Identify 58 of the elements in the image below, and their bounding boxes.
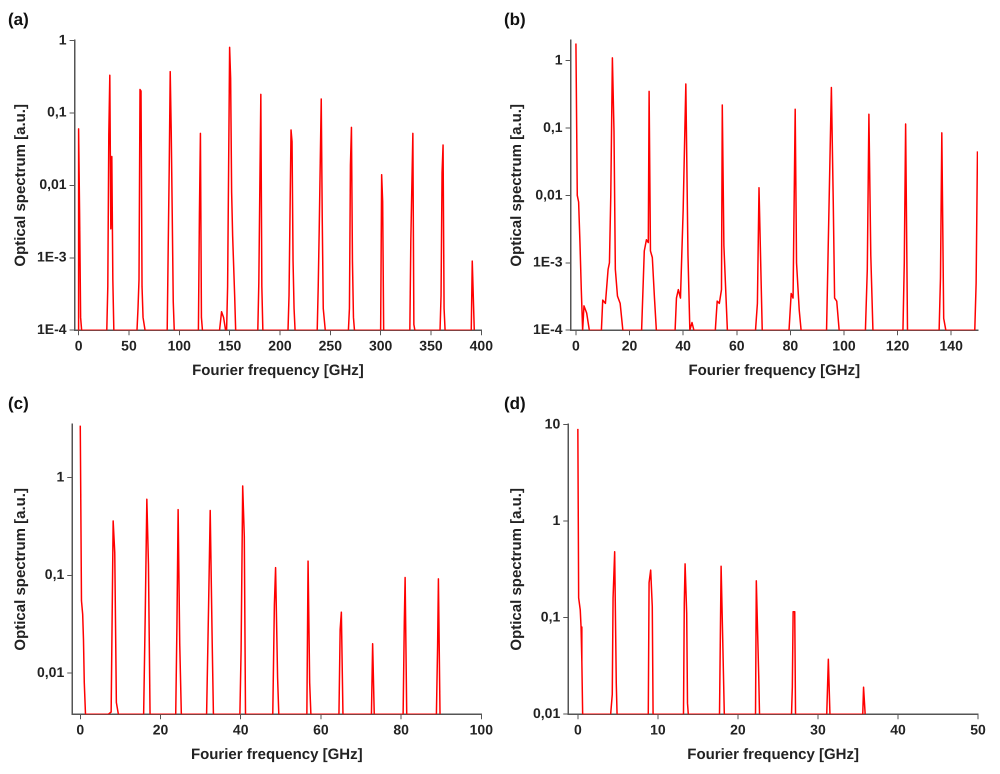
y-axis-title: Optical spectrum [a.u.]	[508, 488, 526, 651]
x-tick-label: 300	[368, 337, 393, 354]
chart-title: (d)	[504, 394, 526, 413]
chart-title: (a)	[8, 10, 29, 29]
y-tick-label: 1	[554, 52, 563, 68]
x-tick-label: 50	[121, 337, 137, 354]
chart-title: (c)	[8, 394, 29, 413]
y-tick-label: 10	[544, 415, 560, 432]
x-axis-title: Fourier frequency [GHz]	[190, 746, 363, 764]
chart-title: (b)	[504, 10, 526, 29]
x-tick-label: 20	[152, 721, 168, 738]
x-axis-title: Fourier frequency [GHz]	[688, 362, 860, 380]
x-tick-label: 60	[728, 337, 745, 354]
x-tick-label: 0	[574, 721, 582, 738]
x-tick-label: 350	[419, 337, 443, 354]
y-tick-label: 0,1	[47, 104, 67, 120]
x-tick-label: 20	[730, 721, 746, 738]
y-axis-title: Optical spectrum [a.u.]	[508, 104, 526, 267]
y-tick-label: 1	[56, 468, 64, 484]
y-tick-label: 0,01	[535, 186, 563, 202]
x-axis-title: Fourier frequency [GHz]	[192, 362, 364, 380]
x-tick-label: 20	[622, 337, 638, 354]
y-tick-label: 1E-3	[36, 248, 67, 265]
x-tick-label: 120	[886, 337, 910, 354]
x-tick-label: 0	[76, 721, 84, 738]
x-tick-label: 400	[470, 337, 494, 354]
y-tick-label: 0,01	[39, 176, 67, 192]
y-tick-label: 0,1	[44, 566, 64, 582]
x-tick-label: 0	[572, 337, 580, 354]
y-tick-label: 0,01	[37, 664, 64, 680]
x-tick-label: 80	[393, 721, 410, 738]
y-tick-label: 1	[58, 31, 67, 48]
x-tick-label: 100	[470, 721, 494, 738]
x-tick-label: 0	[74, 337, 83, 354]
x-tick-label: 140	[940, 337, 964, 354]
x-tick-label: 40	[232, 721, 249, 738]
x-tick-label: 40	[890, 721, 906, 738]
x-tick-label: 60	[313, 721, 329, 738]
y-tick-label: 0,01	[533, 705, 560, 722]
x-tick-label: 150	[218, 337, 242, 354]
x-tick-label: 100	[168, 337, 192, 354]
x-tick-label: 30	[810, 721, 826, 738]
y-axis-title: Optical spectrum [a.u.]	[12, 488, 30, 651]
y-tick-label: 1E-3	[532, 254, 563, 270]
y-tick-label: 1E-4	[532, 321, 563, 338]
x-tick-label: 200	[268, 337, 292, 354]
y-tick-label: 1E-4	[36, 321, 67, 338]
x-tick-label: 100	[832, 337, 856, 354]
y-tick-label: 0,1	[540, 608, 560, 624]
y-tick-label: 1	[552, 512, 560, 528]
x-tick-label: 80	[782, 337, 798, 354]
y-tick-label: 0,1	[543, 118, 563, 135]
x-axis-title: Fourier frequency [GHz]	[687, 746, 859, 764]
x-tick-label: 10	[650, 721, 666, 738]
y-axis-title: Optical spectrum [a.u.]	[12, 104, 30, 267]
x-tick-label: 50	[970, 721, 986, 738]
x-tick-label: 40	[675, 337, 692, 354]
x-tick-label: 250	[318, 337, 342, 354]
